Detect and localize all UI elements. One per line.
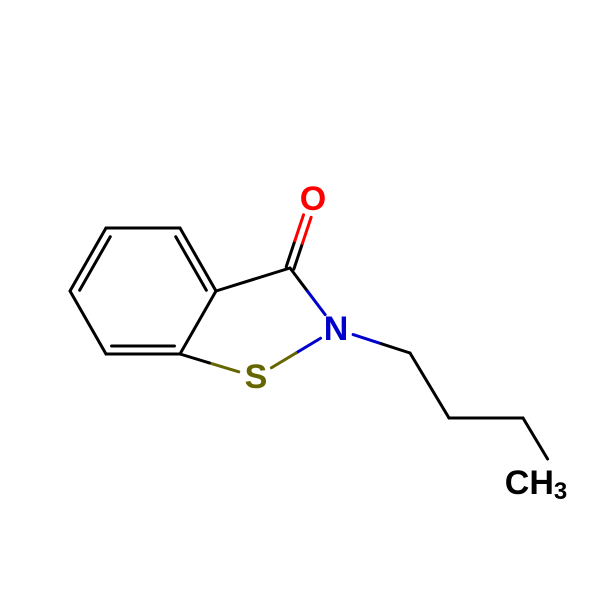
bond [70,228,106,291]
atom-N: N [324,310,349,348]
bond [296,338,321,353]
bond [209,363,238,372]
bond [295,215,304,241]
atom-S: S [245,358,268,396]
bond [180,291,216,354]
bond [523,418,548,459]
molecule-diagram: O N S CH3 [0,0,600,600]
bond [180,228,216,291]
bond [180,354,209,363]
bond [294,243,303,269]
bond [271,353,296,368]
bond [70,291,106,354]
atom-CH3: CH3 [505,464,567,505]
bond [216,268,290,291]
bond [410,353,449,418]
atom-O: O [300,180,326,218]
bond [286,241,295,267]
bond [382,344,410,353]
bond [302,217,311,243]
bond [353,335,381,344]
bond [308,291,326,314]
bond [290,268,308,291]
